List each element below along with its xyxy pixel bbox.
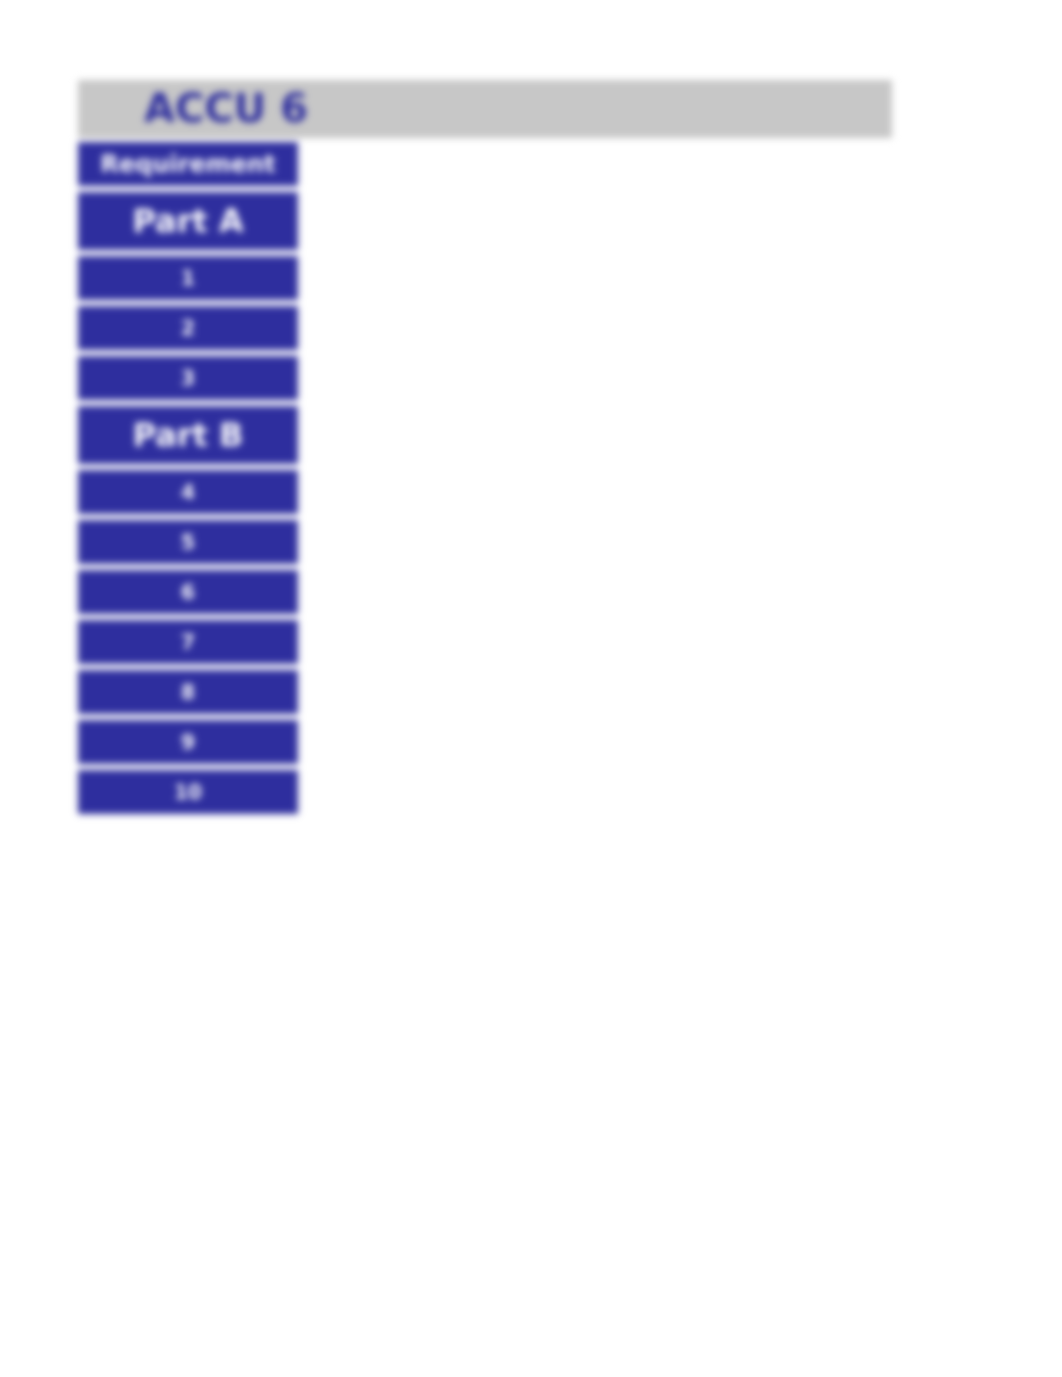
section-header-part-b: Part B [78,406,298,464]
requirement-item: 2 [78,306,298,350]
requirement-item: 7 [78,620,298,664]
requirement-item: 9 [78,720,298,764]
requirement-item: 4 [78,470,298,514]
requirement-column: Requirement Part A 1 2 3 Part B 4 5 6 7 … [78,142,298,814]
table-container: ACCU 6 Requirement Part A 1 2 3 Part B 4… [78,80,892,820]
requirement-item: 3 [78,356,298,400]
page-title: ACCU 6 [78,80,892,138]
section-header-part-a: Part A [78,192,298,250]
requirement-item: 10 [78,770,298,814]
requirement-item: 5 [78,520,298,564]
requirement-item: 8 [78,670,298,714]
requirement-item: 6 [78,570,298,614]
requirement-item: 1 [78,256,298,300]
column-header: Requirement [78,142,298,186]
